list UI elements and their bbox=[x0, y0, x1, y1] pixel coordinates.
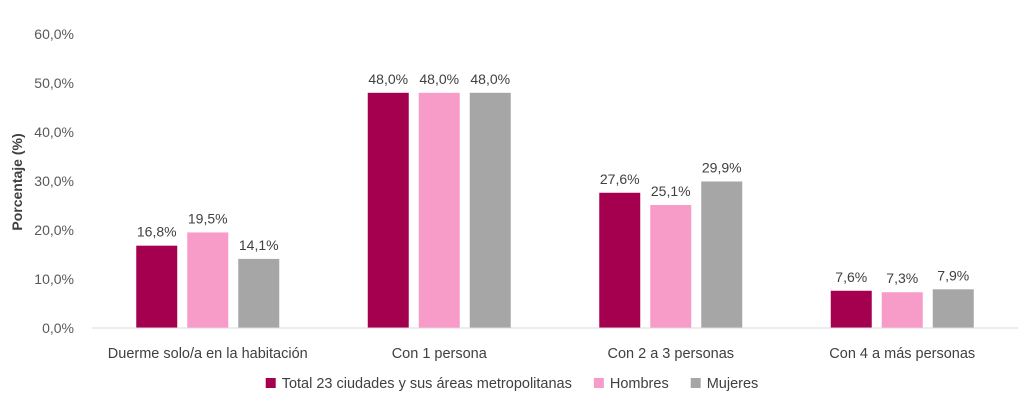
x-tick-label: Con 2 a 3 personas bbox=[607, 346, 734, 362]
x-tick-label: Con 4 a más personas bbox=[829, 346, 975, 362]
data-label: 19,5% bbox=[188, 210, 228, 226]
data-label: 16,8% bbox=[137, 224, 177, 240]
data-label: 29,9% bbox=[702, 159, 742, 175]
y-axis: 0,0% 10,0% 20,0% 30,0% 40,0% 50,0% 60,0% bbox=[34, 26, 74, 336]
bar bbox=[932, 289, 974, 328]
bar bbox=[136, 245, 178, 328]
data-label: 25,1% bbox=[651, 183, 691, 199]
legend-label: Mujeres bbox=[707, 376, 759, 392]
y-tick-label: 10,0% bbox=[34, 271, 74, 287]
bar bbox=[830, 290, 872, 328]
y-tick-label: 40,0% bbox=[34, 124, 74, 140]
bar bbox=[701, 181, 743, 328]
legend-swatch bbox=[593, 378, 604, 388]
bar bbox=[238, 258, 280, 328]
bar bbox=[418, 92, 460, 328]
y-tick-label: 20,0% bbox=[34, 222, 74, 238]
x-tick-label: Con 1 persona bbox=[392, 346, 488, 362]
legend-label: Hombres bbox=[610, 376, 669, 392]
data-label: 48,0% bbox=[419, 71, 459, 87]
y-tick-label: 60,0% bbox=[34, 26, 74, 42]
y-tick-label: 0,0% bbox=[42, 320, 74, 336]
data-label: 14,1% bbox=[239, 237, 279, 253]
bar bbox=[599, 192, 641, 328]
y-tick-label: 30,0% bbox=[34, 173, 74, 189]
legend: Total 23 ciudades y sus áreas metropolit… bbox=[265, 376, 759, 392]
legend-swatch bbox=[690, 378, 701, 388]
x-tick-label: Duerme solo/a en la habitación bbox=[108, 346, 308, 362]
bar bbox=[367, 92, 409, 328]
legend-label: Total 23 ciudades y sus áreas metropolit… bbox=[282, 376, 572, 392]
legend-swatch bbox=[265, 378, 276, 388]
data-label: 7,3% bbox=[886, 270, 918, 286]
bar bbox=[469, 92, 511, 328]
bar bbox=[881, 292, 923, 328]
data-label: 48,0% bbox=[368, 71, 408, 87]
y-tick-label: 50,0% bbox=[34, 75, 74, 91]
data-label: 27,6% bbox=[600, 171, 640, 187]
data-label: 7,6% bbox=[835, 269, 867, 285]
data-label: 48,0% bbox=[470, 71, 510, 87]
bar bbox=[187, 232, 229, 328]
y-axis-label: Porcentaje (%) bbox=[9, 133, 25, 230]
bar bbox=[650, 205, 692, 328]
x-axis: Duerme solo/a en la habitación Con 1 pers… bbox=[108, 346, 975, 362]
data-label: 7,9% bbox=[937, 267, 969, 283]
bars: 16,8% 19,5% 14,1% 48,0% 48,0% 48,0% 27,6% 25,1%… bbox=[136, 71, 974, 328]
